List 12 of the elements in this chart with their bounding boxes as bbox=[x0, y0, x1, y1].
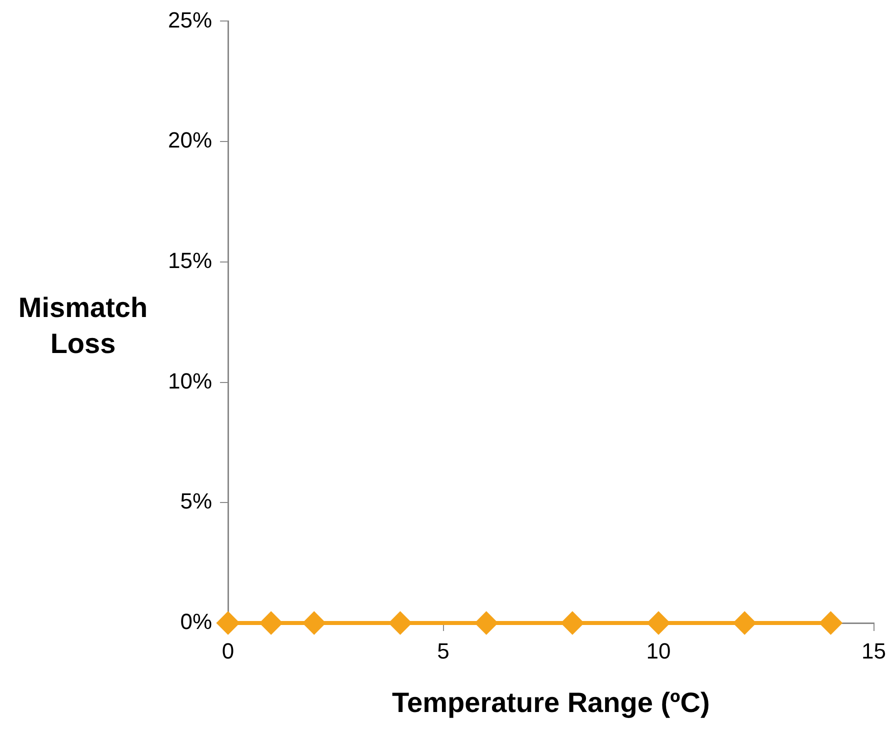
x-axis-title: Temperature Range (ºC) bbox=[392, 686, 710, 718]
x-tick-label: 15 bbox=[862, 638, 886, 664]
y-tick-label: 20% bbox=[168, 128, 212, 153]
y-tick-label: 25% bbox=[168, 7, 212, 32]
y-tick-label: 5% bbox=[180, 488, 212, 514]
y-tick-label: 0% bbox=[180, 609, 212, 634]
x-tick-label: 5 bbox=[437, 638, 450, 664]
y-tick-label: 15% bbox=[168, 248, 212, 273]
x-tick-label: 10 bbox=[646, 638, 671, 664]
x-tick-label: 0 bbox=[222, 638, 234, 664]
y-axis-title: Mismatch Loss bbox=[17, 291, 149, 361]
y-tick-label: 10% bbox=[168, 368, 212, 394]
